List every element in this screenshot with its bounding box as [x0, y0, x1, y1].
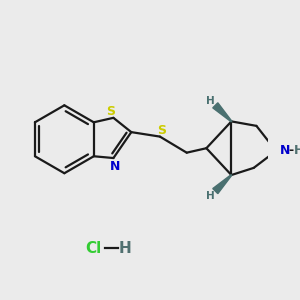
Text: H: H [119, 241, 131, 256]
Text: H: H [206, 96, 215, 106]
Polygon shape [213, 175, 232, 194]
Text: N: N [280, 144, 290, 158]
Text: -: - [289, 144, 294, 158]
Text: Cl: Cl [86, 241, 102, 256]
Text: N: N [110, 160, 120, 173]
Text: S: S [106, 105, 115, 118]
Text: S: S [157, 124, 166, 137]
Text: H: H [206, 190, 215, 201]
Polygon shape [213, 103, 232, 122]
Text: H: H [294, 144, 300, 158]
